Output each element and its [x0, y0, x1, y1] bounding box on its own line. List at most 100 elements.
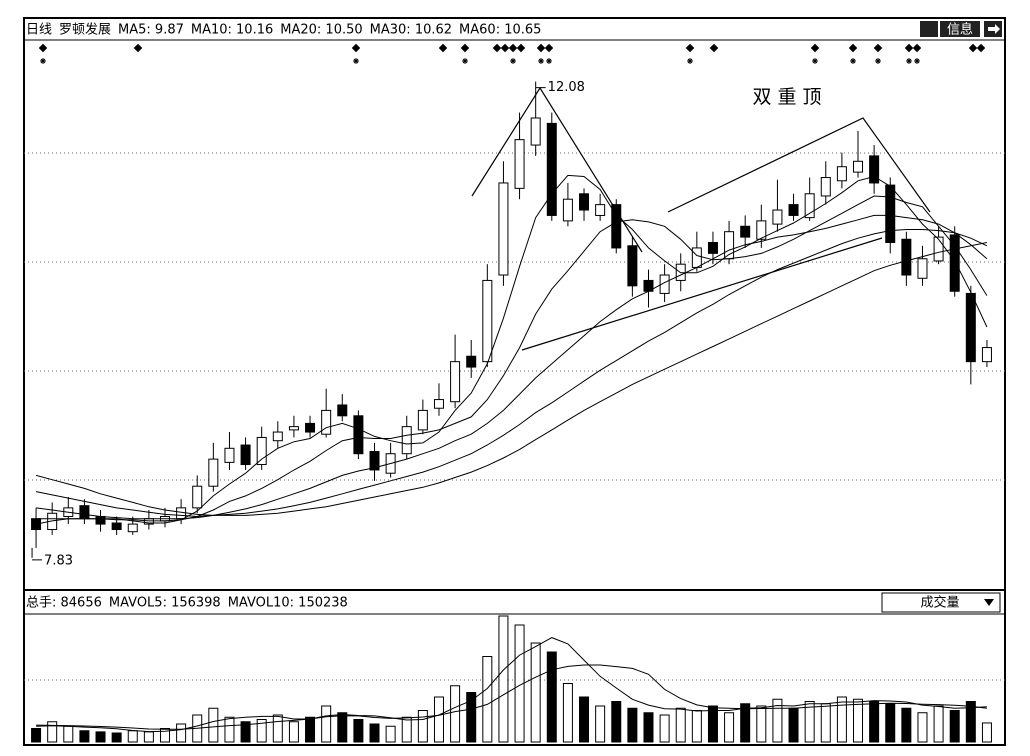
volume-bar — [256, 719, 267, 743]
candle-body — [514, 139, 525, 189]
volume-bar — [675, 707, 686, 743]
volume-selector[interactable]: 成交量 — [881, 592, 1001, 613]
candle-body — [272, 431, 283, 442]
volume-bar — [546, 651, 557, 743]
volume-bar — [530, 642, 541, 743]
volume-bar — [772, 698, 783, 743]
candle-body — [176, 507, 187, 520]
volume-bar — [756, 705, 767, 743]
volume-bar — [31, 728, 42, 743]
volume-bar — [95, 731, 106, 743]
candle-body — [337, 404, 348, 417]
selector-arrow[interactable] — [984, 599, 994, 606]
candle-body — [192, 485, 203, 509]
signal-star — [546, 58, 552, 64]
volume-bar — [305, 716, 316, 743]
volume-bar — [63, 725, 74, 743]
candle-body — [95, 516, 106, 525]
neck-line — [521, 237, 883, 351]
info-button-label[interactable]: 信息 — [947, 22, 973, 38]
signal-star — [353, 58, 359, 64]
candle-body — [836, 166, 847, 182]
period-label: 日线 — [26, 23, 52, 38]
volume-bar — [611, 701, 622, 743]
candle-body — [288, 426, 299, 431]
icon[interactable] — [920, 21, 938, 37]
volume-bar — [724, 712, 735, 743]
volume-bar — [933, 705, 944, 743]
candle-body — [949, 234, 960, 292]
signal-star — [40, 58, 46, 64]
volume-bar — [79, 730, 90, 743]
candle-body — [546, 122, 557, 216]
arrow-icon — [988, 24, 1000, 34]
candle-body — [901, 238, 912, 276]
candle-body — [981, 347, 992, 363]
selector-label[interactable]: 成交量 — [920, 595, 959, 611]
candle-body — [933, 236, 944, 262]
ma-line — [36, 174, 988, 525]
ma-line — [36, 214, 988, 520]
volume-bar — [417, 710, 428, 743]
candle-body — [579, 193, 590, 211]
volume-bar — [562, 683, 573, 743]
candle-body — [885, 184, 896, 244]
legend-entry: MAVOL10: 150238 — [228, 596, 348, 611]
volume-bar — [321, 705, 332, 743]
candle-body — [917, 258, 928, 279]
candle-body — [691, 247, 702, 268]
toolbar-icons: 信息 — [920, 21, 1002, 38]
volume-bar — [272, 714, 283, 743]
candle-body — [417, 409, 428, 431]
signal-marker — [351, 43, 361, 53]
low-pointer — [31, 547, 43, 561]
volume-bar — [707, 705, 718, 743]
volume-bar — [353, 719, 364, 743]
stock-name: 罗顿发展 — [59, 22, 111, 38]
candle-body — [353, 415, 364, 455]
low-label: 7.83 — [44, 553, 73, 568]
legend-entry: MA60: 10.65 — [459, 23, 541, 38]
volume-bar — [579, 696, 590, 743]
volume-bar — [788, 707, 799, 743]
ma-line — [36, 195, 988, 522]
frame — [23, 17, 1006, 746]
volume-bar — [691, 710, 702, 743]
volume-bar — [627, 707, 638, 743]
legend-entry: MA20: 10.50 — [280, 23, 362, 38]
candle-body — [305, 422, 316, 433]
candle-body — [611, 204, 622, 249]
volume-bar — [901, 707, 912, 743]
signal-marker — [38, 43, 48, 53]
volume-bar — [288, 721, 299, 743]
signal-marker — [133, 43, 143, 53]
volume-bar — [466, 692, 477, 743]
candle-body — [498, 182, 509, 276]
volume-bar — [143, 731, 154, 743]
volume-bar — [869, 701, 880, 743]
volume-bar — [595, 705, 606, 743]
selector-box[interactable] — [881, 592, 1001, 613]
candle-body — [820, 177, 831, 197]
signal-star — [510, 58, 516, 64]
volume-bar — [224, 716, 235, 743]
info-button[interactable] — [940, 21, 980, 37]
volume-bar — [401, 716, 412, 743]
volume-bar — [853, 698, 864, 743]
signal-star — [906, 58, 912, 64]
volume-bar — [47, 721, 58, 743]
volume-bar — [385, 725, 396, 743]
signal-star — [462, 58, 468, 64]
volume-bar — [659, 714, 670, 743]
candle-body — [224, 447, 235, 463]
volume-bar — [176, 723, 187, 743]
volume-bar — [159, 728, 170, 743]
candle-body — [482, 279, 493, 363]
legend-entry: MA10: 10.16 — [191, 23, 273, 38]
volume-bar — [337, 712, 348, 743]
trend-line — [667, 117, 931, 213]
signal-star — [538, 58, 544, 64]
signal-marker — [438, 43, 448, 53]
volume-bar — [240, 721, 251, 743]
